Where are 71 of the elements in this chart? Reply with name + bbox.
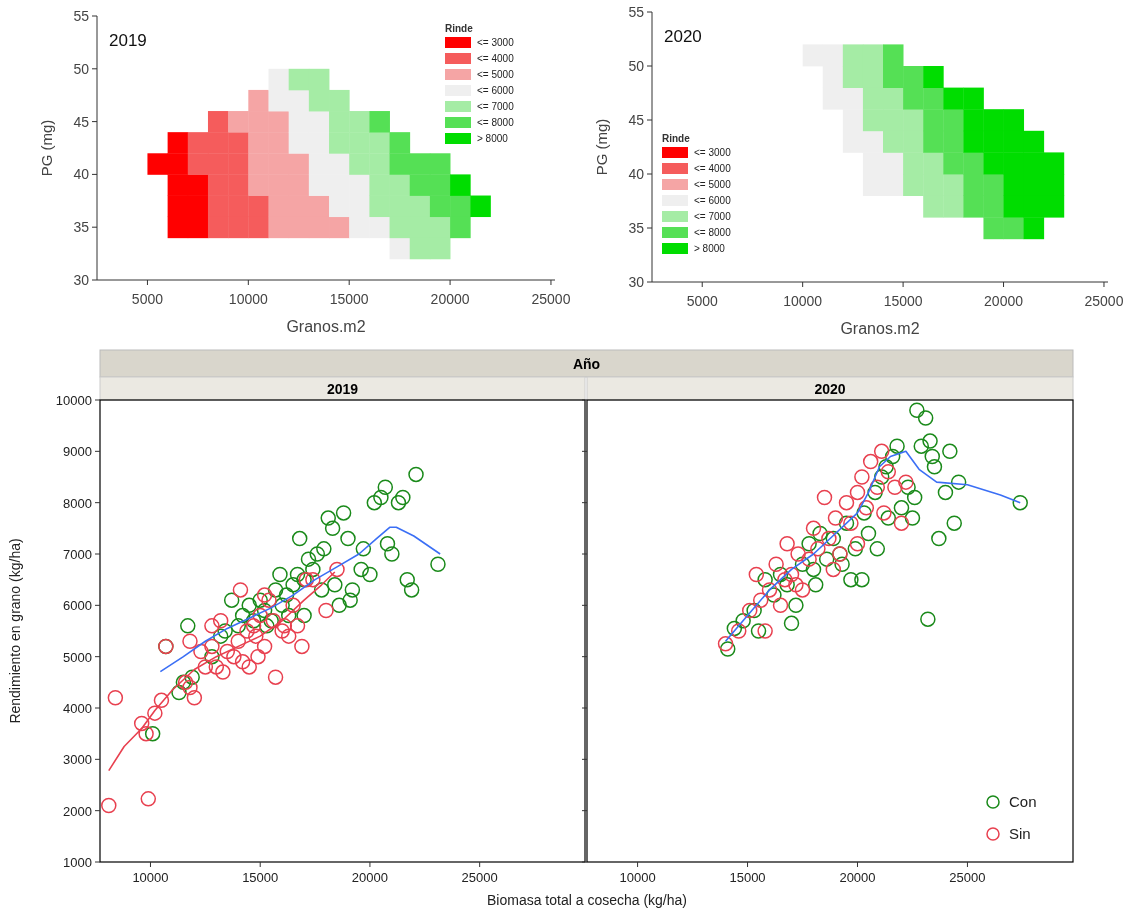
annotation: 2019: [109, 31, 147, 50]
y-tick-label: 8000: [63, 495, 92, 511]
legend-label: <= 8000: [694, 227, 732, 238]
x-tick-label: 25000: [949, 870, 986, 885]
y-tick-label: 6000: [63, 598, 92, 614]
y-tick-label: 10000: [55, 393, 92, 408]
x-axis-title: Biomasa total a cosecha (kg/ha): [487, 892, 687, 908]
y-tick-label: 45: [73, 113, 90, 130]
legend-label: Sin: [1009, 825, 1031, 842]
x-axis-title: Granos.m2: [840, 320, 920, 337]
legend-label: <= 8000: [477, 117, 515, 128]
y-tick-label: 35: [628, 220, 645, 236]
legend-label: > 8000: [694, 243, 726, 254]
legend-label: > 8000: [477, 133, 509, 144]
x-tick-label: 5000: [131, 291, 164, 307]
y-tick-label: 45: [628, 112, 645, 128]
y-tick-label: 1000: [63, 855, 92, 870]
x-tick-label: 15000: [883, 293, 923, 309]
y-tick-label: 50: [73, 60, 90, 77]
x-tick-label: 5000: [686, 293, 718, 309]
chart-title: Año: [572, 356, 601, 372]
chart-subtitle: 2020: [814, 381, 846, 397]
y-tick-label: 2000: [63, 803, 92, 819]
y-axis-title: PG (mg): [38, 119, 55, 177]
x-tick-label: 15000: [729, 870, 766, 885]
x-tick-label: 15000: [329, 291, 369, 307]
y-axis-title: Rendimiento en grano (kg/ha): [7, 538, 23, 724]
y-tick-label: 9000: [63, 444, 92, 460]
legend-label: <= 5000: [694, 179, 732, 190]
legend-title: Rinde: [445, 23, 474, 34]
y-tick-label: 50: [628, 58, 645, 74]
facet-strip: 2019: [99, 376, 586, 401]
y-tick-label: 55: [73, 8, 90, 24]
x-tick-label: 10000: [783, 293, 823, 309]
y-tick-label: 30: [73, 272, 90, 288]
y-tick-label: 40: [73, 166, 90, 183]
x-tick-label: 25000: [531, 291, 571, 307]
legend-label: <= 7000: [694, 211, 732, 222]
x-tick-label: 25000: [1084, 293, 1124, 309]
legend-label: <= 3000: [694, 147, 732, 158]
x-tick-label: 20000: [430, 291, 470, 307]
legend-label: <= 4000: [477, 53, 515, 64]
y-axis-title: PG (mg): [593, 118, 610, 176]
legend-title: Rinde: [662, 133, 691, 144]
x-tick-label: 20000: [839, 870, 876, 885]
x-tick-label: 20000: [351, 870, 389, 885]
chart-subtitle: 2019: [326, 381, 359, 397]
legend-label: <= 6000: [477, 85, 515, 96]
y-tick-label: 3000: [63, 752, 92, 768]
legend-label: <= 4000: [694, 163, 732, 174]
y-tick-label: 35: [73, 219, 90, 236]
y-tick-label: 5000: [63, 649, 92, 665]
legend-label: <= 6000: [694, 195, 732, 206]
annotation: 2020: [664, 27, 702, 46]
x-axis-title: Granos.m2: [286, 318, 366, 335]
y-tick-label: 40: [628, 166, 645, 182]
y-tick-label: 30: [628, 274, 645, 290]
legend-label: <= 7000: [477, 101, 515, 112]
legend-label: <= 5000: [477, 69, 515, 80]
y-tick-label: 7000: [63, 547, 92, 562]
x-tick-label: 20000: [984, 293, 1024, 309]
facet-strip: 2020: [586, 376, 1074, 401]
facet-header: Año: [99, 349, 1074, 378]
x-tick-label: 15000: [242, 870, 279, 885]
x-tick-label: 25000: [461, 870, 498, 885]
y-tick-label: 55: [628, 4, 645, 20]
legend-label: <= 3000: [477, 37, 515, 48]
y-tick-label: 4000: [63, 701, 92, 716]
legend-label: Con: [1009, 793, 1037, 810]
x-tick-label: 10000: [228, 291, 268, 307]
x-tick-label: 10000: [132, 870, 169, 885]
